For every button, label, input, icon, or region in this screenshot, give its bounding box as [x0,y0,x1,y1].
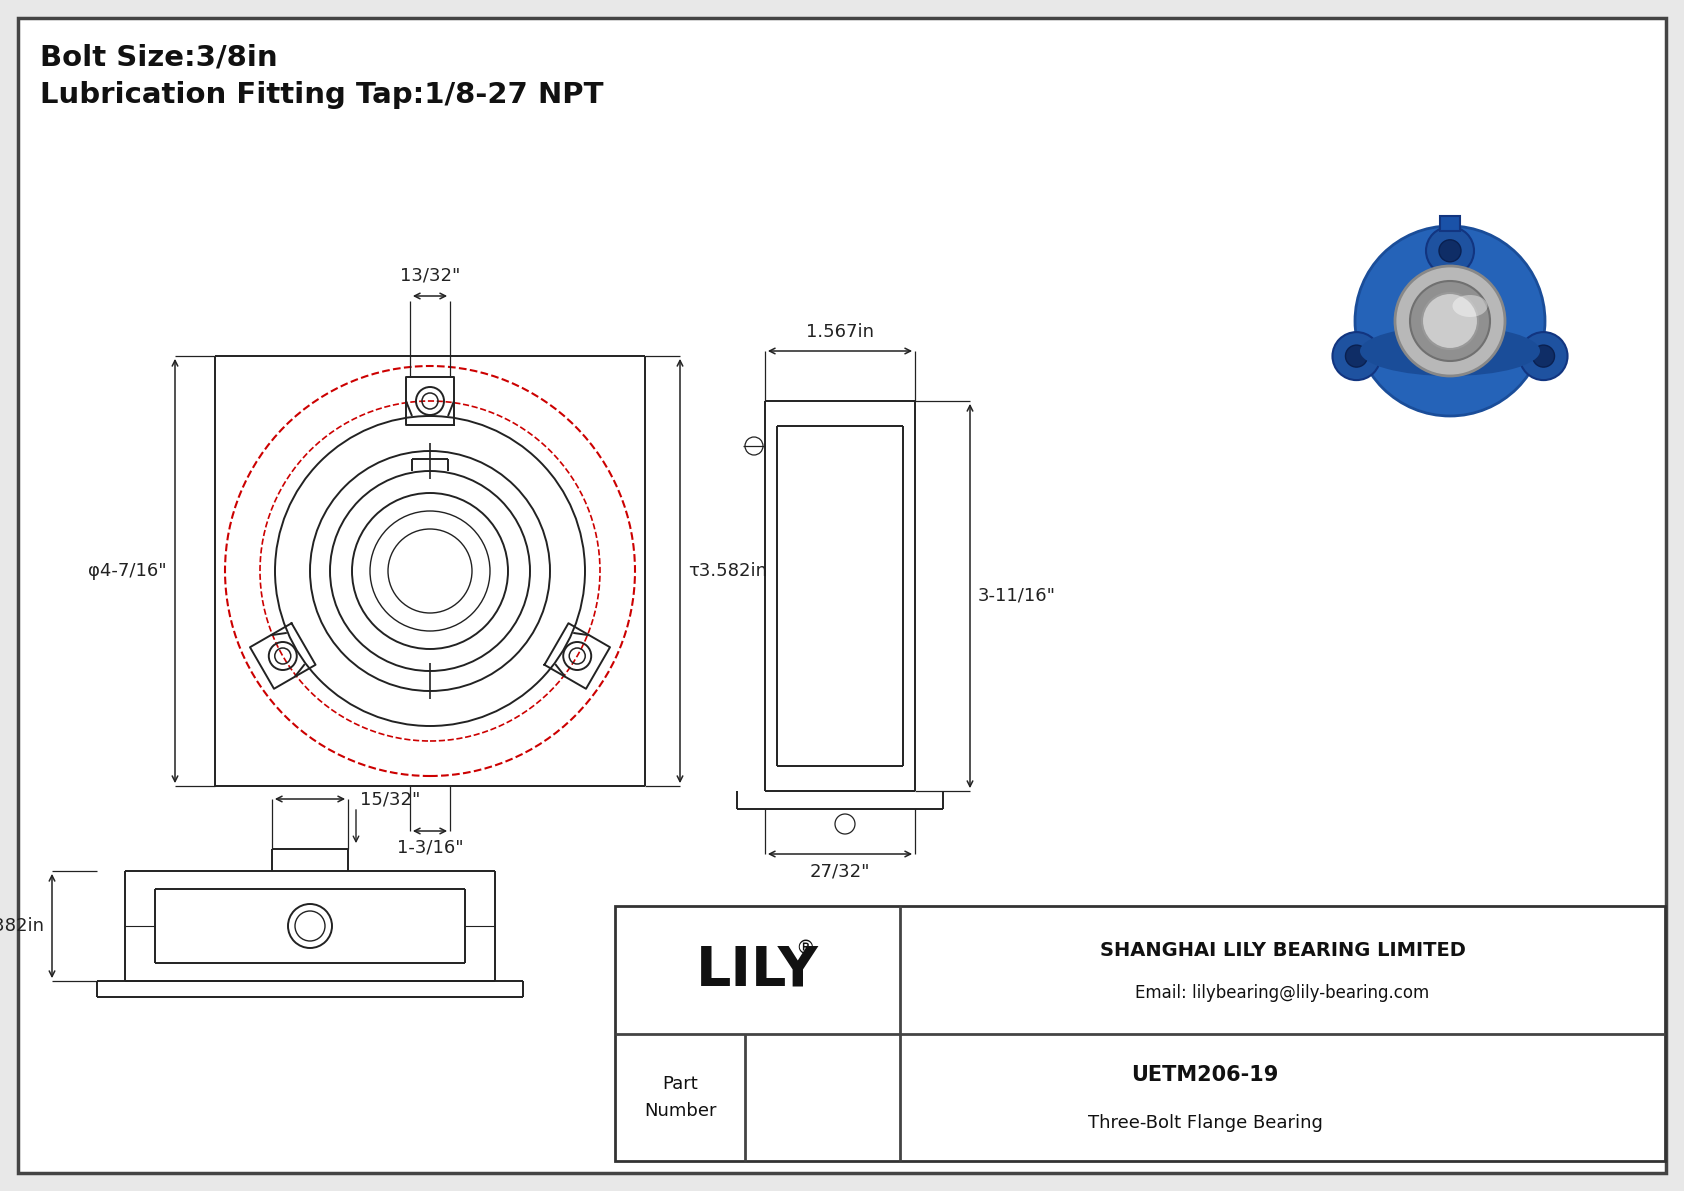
Text: 15/32": 15/32" [360,790,421,807]
Text: Bolt Size:3/8in: Bolt Size:3/8in [40,43,278,71]
Text: 3-11/16": 3-11/16" [978,587,1056,605]
Text: Three-Bolt Flange Bearing: Three-Bolt Flange Bearing [1088,1114,1322,1131]
Circle shape [1440,239,1462,262]
Bar [615,906,1665,1161]
Text: Lubrication Fitting Tap:1/8-27 NPT: Lubrication Fitting Tap:1/8-27 NPT [40,81,603,110]
Circle shape [1410,281,1490,361]
Circle shape [1426,226,1474,275]
Circle shape [1519,332,1568,380]
Circle shape [1421,293,1479,349]
Text: ®: ® [795,939,815,958]
Text: SHANGHAI LILY BEARING LIMITED: SHANGHAI LILY BEARING LIMITED [1100,941,1465,960]
Circle shape [1394,266,1505,376]
Text: Email: lilybearing@lily-bearing.com: Email: lilybearing@lily-bearing.com [1135,984,1430,1002]
Ellipse shape [1453,295,1487,317]
Text: 1.567in: 1.567in [807,323,874,341]
Text: LILY: LILY [695,943,818,997]
Circle shape [1332,332,1381,380]
Circle shape [1532,345,1554,367]
Circle shape [1356,226,1544,416]
Text: UETM206-19: UETM206-19 [1132,1065,1278,1085]
Text: 13/32": 13/32" [399,266,460,283]
Text: τ3.582in: τ3.582in [689,562,766,580]
Text: 1-3/16": 1-3/16" [397,838,463,858]
Text: Part
Number: Part Number [643,1075,716,1120]
Text: 27/32": 27/32" [810,862,871,880]
Text: 1.382in: 1.382in [0,917,44,935]
Bar [1440,216,1460,231]
Ellipse shape [1361,326,1539,376]
Text: φ4-7/16": φ4-7/16" [88,562,167,580]
Circle shape [1346,345,1367,367]
